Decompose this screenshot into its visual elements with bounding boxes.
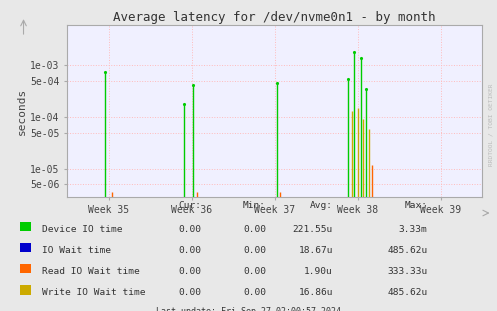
Text: 485.62u: 485.62u [387, 289, 427, 297]
Text: Cur:: Cur: [178, 201, 201, 210]
Text: 1.90u: 1.90u [304, 267, 333, 276]
Text: Avg:: Avg: [310, 201, 333, 210]
Text: 0.00: 0.00 [243, 246, 266, 255]
Text: RRDTOOL / TOBI OETIKER: RRDTOOL / TOBI OETIKER [489, 83, 494, 166]
Text: 0.00: 0.00 [178, 225, 201, 234]
Y-axis label: seconds: seconds [17, 88, 27, 135]
Text: 18.67u: 18.67u [299, 246, 333, 255]
Text: Device IO time: Device IO time [42, 225, 123, 234]
Text: 0.00: 0.00 [243, 267, 266, 276]
Text: 3.33m: 3.33m [399, 225, 427, 234]
Text: 16.86u: 16.86u [299, 289, 333, 297]
Text: Max:: Max: [405, 201, 427, 210]
Text: 0.00: 0.00 [178, 267, 201, 276]
Text: Min:: Min: [243, 201, 266, 210]
Text: IO Wait time: IO Wait time [42, 246, 111, 255]
Text: Write IO Wait time: Write IO Wait time [42, 289, 146, 297]
Text: 221.55u: 221.55u [293, 225, 333, 234]
Text: 0.00: 0.00 [178, 289, 201, 297]
Text: 0.00: 0.00 [243, 289, 266, 297]
Text: 0.00: 0.00 [178, 246, 201, 255]
Text: 333.33u: 333.33u [387, 267, 427, 276]
Text: 0.00: 0.00 [243, 225, 266, 234]
Text: 485.62u: 485.62u [387, 246, 427, 255]
Text: Last update: Fri Sep 27 02:00:57 2024: Last update: Fri Sep 27 02:00:57 2024 [156, 307, 341, 311]
Title: Average latency for /dev/nvme0n1 - by month: Average latency for /dev/nvme0n1 - by mo… [113, 11, 436, 24]
Text: Read IO Wait time: Read IO Wait time [42, 267, 140, 276]
